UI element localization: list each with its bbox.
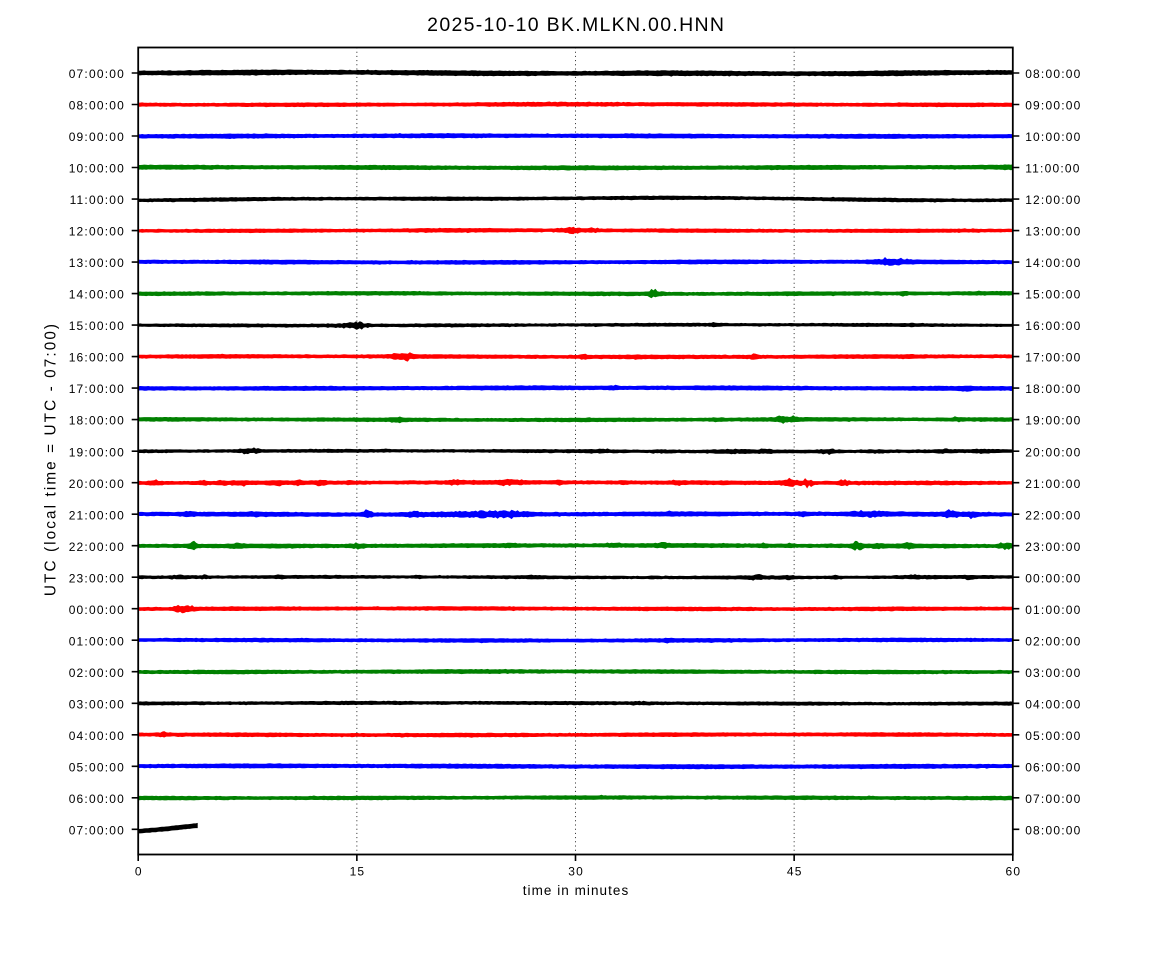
svg-text:16:00:00: 16:00:00 (1025, 319, 1081, 333)
svg-text:07:00:00: 07:00:00 (1025, 792, 1081, 806)
svg-text:01:00:00: 01:00:00 (1025, 603, 1081, 617)
svg-text:21:00:00: 21:00:00 (1025, 477, 1081, 491)
svg-text:02:00:00: 02:00:00 (69, 666, 125, 680)
svg-text:19:00:00: 19:00:00 (69, 445, 125, 459)
svg-text:09:00:00: 09:00:00 (1025, 99, 1081, 113)
svg-text:13:00:00: 13:00:00 (1025, 225, 1081, 239)
svg-text:23:00:00: 23:00:00 (69, 571, 125, 585)
svg-text:08:00:00: 08:00:00 (1025, 823, 1081, 837)
svg-text:05:00:00: 05:00:00 (69, 760, 125, 774)
svg-text:19:00:00: 19:00:00 (1025, 414, 1081, 428)
svg-text:16:00:00: 16:00:00 (69, 351, 125, 365)
svg-text:09:00:00: 09:00:00 (69, 130, 125, 144)
svg-text:18:00:00: 18:00:00 (69, 414, 125, 428)
svg-text:17:00:00: 17:00:00 (69, 382, 125, 396)
svg-text:01:00:00: 01:00:00 (69, 634, 125, 648)
svg-text:20:00:00: 20:00:00 (69, 477, 125, 491)
svg-text:03:00:00: 03:00:00 (1025, 666, 1081, 680)
svg-text:22:00:00: 22:00:00 (69, 540, 125, 554)
svg-text:23:00:00: 23:00:00 (1025, 540, 1081, 554)
svg-text:07:00:00: 07:00:00 (69, 823, 125, 837)
svg-text:30: 30 (568, 865, 584, 879)
svg-text:UTC (local time = UTC - 07:00): UTC (local time = UTC - 07:00) (43, 322, 60, 596)
svg-text:14:00:00: 14:00:00 (69, 288, 125, 302)
svg-text:2025-10-10 BK.MLKN.00.HNN: 2025-10-10 BK.MLKN.00.HNN (427, 14, 725, 36)
svg-text:60: 60 (1006, 865, 1022, 879)
svg-text:02:00:00: 02:00:00 (1025, 634, 1081, 648)
svg-text:04:00:00: 04:00:00 (69, 729, 125, 743)
svg-text:11:00:00: 11:00:00 (1025, 162, 1080, 176)
svg-text:05:00:00: 05:00:00 (1025, 729, 1081, 743)
svg-text:00:00:00: 00:00:00 (1025, 571, 1081, 585)
svg-text:time in minutes: time in minutes (523, 883, 630, 898)
svg-text:04:00:00: 04:00:00 (1025, 697, 1081, 711)
svg-text:10:00:00: 10:00:00 (69, 162, 125, 176)
svg-text:15:00:00: 15:00:00 (1025, 288, 1081, 302)
svg-text:20:00:00: 20:00:00 (1025, 445, 1081, 459)
svg-text:22:00:00: 22:00:00 (1025, 508, 1081, 522)
svg-text:07:00:00: 07:00:00 (69, 67, 125, 81)
svg-text:15: 15 (350, 865, 366, 879)
svg-text:17:00:00: 17:00:00 (1025, 351, 1081, 365)
svg-text:06:00:00: 06:00:00 (1025, 760, 1081, 774)
svg-text:13:00:00: 13:00:00 (69, 256, 125, 270)
svg-text:15:00:00: 15:00:00 (69, 319, 125, 333)
svg-text:08:00:00: 08:00:00 (1025, 67, 1081, 81)
svg-text:10:00:00: 10:00:00 (1025, 130, 1081, 144)
svg-text:0: 0 (135, 865, 143, 879)
svg-text:03:00:00: 03:00:00 (69, 697, 125, 711)
svg-text:18:00:00: 18:00:00 (1025, 382, 1081, 396)
svg-text:11:00:00: 11:00:00 (70, 193, 125, 207)
svg-text:14:00:00: 14:00:00 (1025, 256, 1081, 270)
svg-text:12:00:00: 12:00:00 (69, 225, 125, 239)
svg-text:12:00:00: 12:00:00 (1025, 193, 1081, 207)
svg-text:08:00:00: 08:00:00 (69, 99, 125, 113)
svg-text:45: 45 (787, 865, 803, 879)
svg-text:06:00:00: 06:00:00 (69, 792, 125, 806)
svg-text:21:00:00: 21:00:00 (69, 508, 125, 522)
svg-text:00:00:00: 00:00:00 (69, 603, 125, 617)
